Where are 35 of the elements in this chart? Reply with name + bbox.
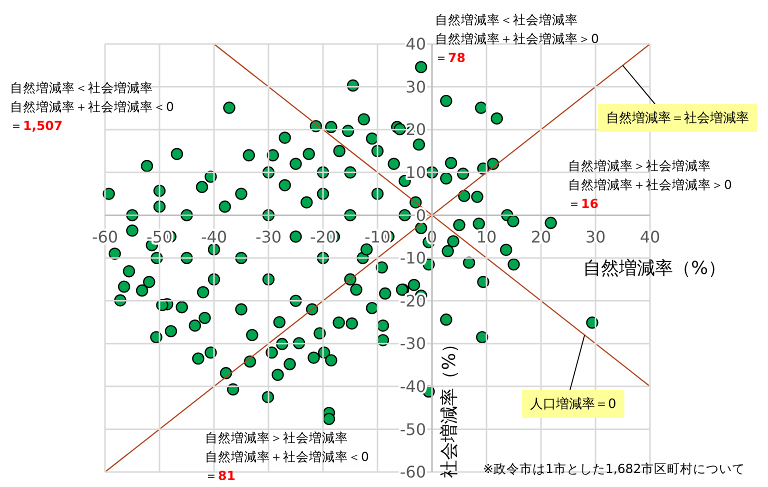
- annotation: 自然増減率＞社会増減率: [568, 158, 711, 173]
- y-tick-label: 40: [406, 34, 426, 54]
- annotation: ＝16: [568, 196, 599, 211]
- y-tick-label: -20: [400, 291, 426, 310]
- annotation: ※政令市は1市とした1,682市区町村について: [483, 461, 746, 476]
- y-tick-label: -60: [400, 462, 426, 482]
- x-tick-label: -40: [200, 228, 228, 247]
- annotation: 自然増減率＋社会増減率＞0: [568, 177, 732, 192]
- x-tick-label: 40: [640, 228, 660, 247]
- y-axis-title: 社会増減率（%）: [439, 334, 460, 478]
- annotation: 自然増減率＝社会増減率: [606, 110, 749, 126]
- text: 自然増減率＜社会増減率: [435, 12, 578, 27]
- annotation: ＝78: [435, 50, 466, 65]
- y-tick-label: -40: [400, 377, 426, 396]
- annotation: 自然増減率＋社会増減率＜0: [10, 99, 174, 114]
- annotation: 自然増減率＜社会増減率: [10, 80, 153, 95]
- y-tick-label: 30: [406, 77, 426, 96]
- y-tick-label: -50: [400, 420, 426, 439]
- y-tick-label: -30: [400, 334, 426, 354]
- annotation: 自然増減率＋社会増減率＞0: [435, 31, 599, 46]
- x-tick-label: -30: [255, 228, 282, 247]
- y-tick-label: 10: [406, 163, 426, 182]
- annotation: 自然増減率＞社会増減率: [205, 430, 348, 445]
- annotation: ＝81: [205, 468, 236, 483]
- x-tick-label: -60: [92, 228, 118, 247]
- x-tick-label: 20: [530, 228, 552, 247]
- y-tick-label: 0: [416, 206, 426, 225]
- x-axis-title: 自然増減率（%）: [583, 258, 726, 279]
- x-tick-label: 30: [585, 228, 606, 247]
- x-tick-label: 10: [476, 228, 497, 247]
- y-tick-label: 20: [406, 120, 426, 140]
- text: ＝1,507: [10, 118, 63, 133]
- annotation: 自然増減率＋社会増減率＜0: [205, 449, 369, 464]
- annotation: 人口増減率＝0: [530, 396, 616, 412]
- y-tick-label: -10: [400, 248, 426, 268]
